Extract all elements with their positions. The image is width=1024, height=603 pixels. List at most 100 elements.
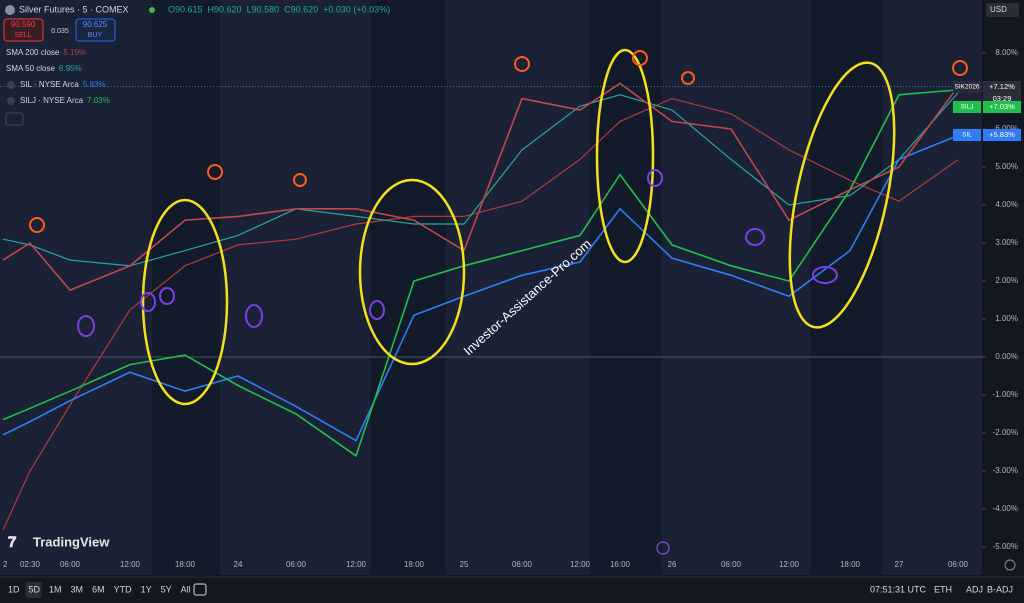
x-tick-label: 02:30 xyxy=(20,560,41,569)
logo-mark: 𝟕 xyxy=(8,534,17,551)
y-tick-label: -1.00% xyxy=(993,390,1018,399)
buy-button[interactable] xyxy=(75,18,116,42)
legend-name[interactable]: SIL · NYSE Arca xyxy=(20,80,79,89)
badge-value: +5.83% xyxy=(989,130,1015,139)
legend-name[interactable]: SMA 200 close xyxy=(6,48,60,57)
purple-marks xyxy=(77,169,838,337)
purple-circle xyxy=(812,266,838,284)
y-tick-label: 0.00% xyxy=(995,352,1018,361)
y-tick-label: -3.00% xyxy=(993,466,1018,475)
adj[interactable]: ADJ xyxy=(966,584,983,594)
timeframe-button[interactable]: 1Y xyxy=(141,584,152,594)
x-tick-label: 18:00 xyxy=(175,560,196,569)
x-tick-label: 12:00 xyxy=(120,560,141,569)
x-tick-label: 12:00 xyxy=(346,560,367,569)
legend-icon xyxy=(7,81,15,89)
purple-circle xyxy=(745,228,765,246)
sell-price: 90.590 xyxy=(11,20,36,29)
currency-button[interactable] xyxy=(986,3,1019,17)
y-tick-label: 6.00% xyxy=(995,124,1018,133)
series-line xyxy=(2,97,959,531)
legend-name[interactable]: SILJ · NYSE Arca xyxy=(20,96,84,105)
x-tick-label: 25 xyxy=(460,560,469,569)
y-tick-label: 1.00% xyxy=(995,314,1018,323)
session-band xyxy=(370,0,446,575)
logo: TradingView xyxy=(33,534,110,549)
timeframe-button[interactable]: 6M xyxy=(92,584,105,594)
b-adj[interactable]: B-ADJ xyxy=(987,584,1013,594)
x-tick-label: 06:00 xyxy=(721,560,742,569)
badge-extra: 03:29 xyxy=(993,94,1012,103)
ohlc-value: L90.580 xyxy=(247,4,280,14)
orange-circle xyxy=(207,164,223,180)
timeframe-button[interactable]: YTD xyxy=(114,584,133,594)
y-tick-label: -2.00% xyxy=(993,428,1018,437)
ohlc-value: H90.620 xyxy=(208,4,242,14)
legend-value: 5.83% xyxy=(83,80,106,89)
collapse-button[interactable] xyxy=(5,112,24,126)
badge-name: SIK2026 xyxy=(955,84,980,91)
x-tick-label: 12:00 xyxy=(779,560,800,569)
badge-name: SILJ xyxy=(960,104,973,111)
timeframe-button[interactable]: 1M xyxy=(49,584,62,594)
orange-circle xyxy=(952,60,968,76)
timeframe-button[interactable]: All xyxy=(181,584,191,594)
badge-name: SIL xyxy=(962,132,972,139)
badge xyxy=(953,129,981,141)
orange-marks xyxy=(29,50,968,233)
x-tick-label: 06:00 xyxy=(512,560,533,569)
x-tick-label: 27 xyxy=(895,560,904,569)
x-tick-label: 06:00 xyxy=(286,560,307,569)
toolbar: 1D 5D 1M 3M 6M YTD 1Y 5Y All xyxy=(8,582,191,598)
x-tick-label: 06:00 xyxy=(948,560,969,569)
spread: 0.035 xyxy=(51,28,69,35)
x-tick-label: 2 xyxy=(3,560,8,569)
clock: 07:51:31 UTC xyxy=(870,584,927,594)
legend-value: 7.03% xyxy=(87,96,110,105)
orange-circle xyxy=(293,173,307,187)
orange-circle xyxy=(681,71,695,85)
badge xyxy=(983,129,1021,141)
hand-annotations xyxy=(141,48,896,406)
status-dot xyxy=(149,7,155,13)
symbol[interactable]: Silver Futures · 5 · COMEX xyxy=(19,4,129,14)
symbol-icon xyxy=(5,5,15,15)
purple-circle xyxy=(77,315,95,337)
x-tick-label: 06:00 xyxy=(60,560,81,569)
yellow-circle xyxy=(595,48,655,264)
sell-button[interactable] xyxy=(3,18,44,42)
purple-circle xyxy=(140,292,156,312)
date-range-icon[interactable] xyxy=(193,583,207,596)
x-tick-label: 12:00 xyxy=(570,560,591,569)
settings-icon[interactable] xyxy=(1004,559,1016,571)
timeframe-button[interactable]: 3M xyxy=(71,584,84,594)
x-tick-label: 18:00 xyxy=(404,560,425,569)
event-marker[interactable] xyxy=(656,541,670,555)
buy-label: BUY xyxy=(88,32,103,39)
yellow-circle xyxy=(141,198,229,406)
series-line xyxy=(2,134,959,442)
badge xyxy=(983,101,1021,113)
x-tick-label: 18:00 xyxy=(840,560,861,569)
active-timeframe xyxy=(25,582,42,598)
purple-circle xyxy=(159,287,175,305)
x-tick-label: 26 xyxy=(668,560,677,569)
purple-circle xyxy=(647,169,663,187)
ohlc-value: O90.615 xyxy=(168,4,203,14)
buy-price: 90.625 xyxy=(83,20,108,29)
purple-circle xyxy=(245,304,263,328)
session[interactable]: ETH xyxy=(934,584,952,594)
y-tick-label: 3.00% xyxy=(995,238,1018,247)
purple-circle xyxy=(369,300,385,320)
session-band xyxy=(152,0,220,575)
timeframe-button[interactable]: 1D xyxy=(8,584,20,594)
badge xyxy=(953,81,981,93)
timeframe-button[interactable]: 5Y xyxy=(161,584,172,594)
y-tick-label: 2.00% xyxy=(995,276,1018,285)
yellow-circle xyxy=(358,178,466,366)
session-band xyxy=(810,0,882,575)
legend-name[interactable]: SMA 50 close xyxy=(6,64,55,73)
orange-circle xyxy=(29,217,45,233)
timeframe-button[interactable]: 5D xyxy=(29,584,41,594)
